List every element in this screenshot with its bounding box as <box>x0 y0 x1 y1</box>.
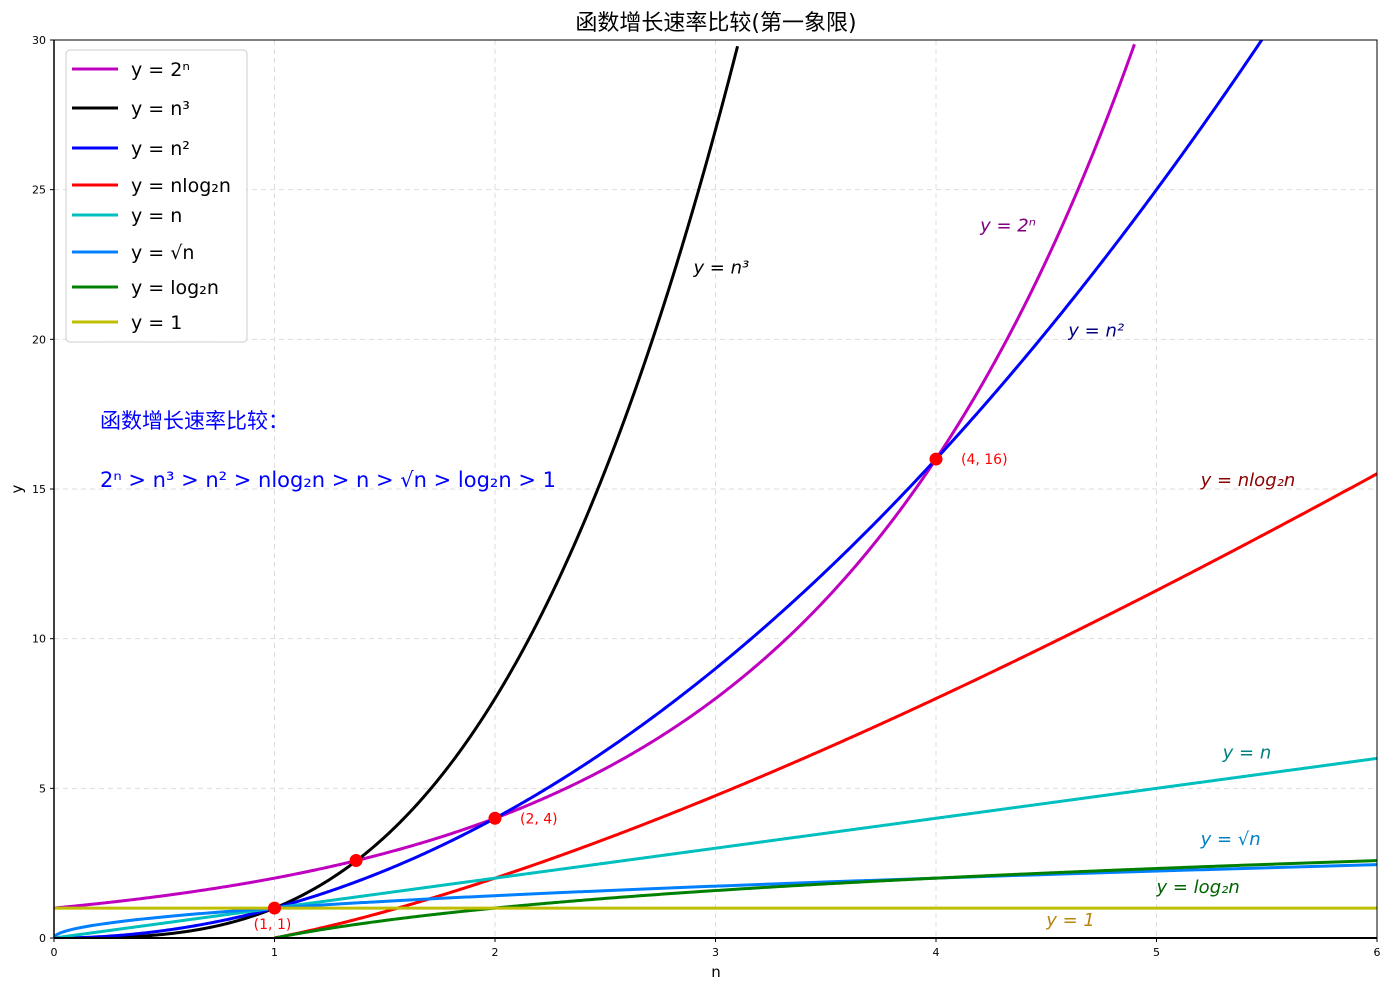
point-label: (4, 16) <box>961 452 1008 468</box>
series-line-log <box>274 859 1377 938</box>
series-line-exp2 <box>54 43 1136 910</box>
legend-box <box>65 49 248 343</box>
point-label: (2, 4) <box>520 811 558 827</box>
y-tick-label: 30 <box>32 34 46 47</box>
series-line-cube <box>54 45 740 938</box>
x-axis-label: n <box>711 963 721 981</box>
intersection-point <box>929 452 943 466</box>
curve-label: y = √n <box>1200 829 1261 850</box>
series-line-square <box>54 40 1264 938</box>
x-tick-label: 6 <box>1374 946 1381 959</box>
series-line-nlogn <box>274 472 1377 938</box>
intersection-point <box>268 901 281 915</box>
legend-label-const: y = 1 <box>131 312 182 334</box>
y-axis-label: y <box>8 484 26 493</box>
intersection-point <box>488 811 502 825</box>
curve-label: y = 1 <box>1045 910 1095 931</box>
annotation-heading: 函数增长速率比较： <box>100 409 289 433</box>
y-tick-label: 15 <box>32 483 46 496</box>
curve-label: y = n³ <box>692 257 749 278</box>
series-line-sqrt <box>54 863 1377 938</box>
grid-lines <box>54 40 1377 938</box>
curve-labels: y = n³ y = 2ⁿ y = n² y = nlog₂n y = n y = √n y… <box>692 216 1295 931</box>
intersection-point <box>349 853 363 867</box>
curve-label: y = n <box>1222 742 1272 763</box>
x-tick-label: 5 <box>1153 946 1160 959</box>
curve-label: y = n² <box>1067 320 1124 341</box>
chart-title: 函数增长速率比较(第一象限) <box>575 11 856 36</box>
legend-label-cube: y = n³ <box>131 98 190 120</box>
highlight-points: (1, 1) (2, 4) (4, 16) <box>254 452 1008 933</box>
point-label: (1, 1) <box>254 917 292 933</box>
y-tick-label: 20 <box>32 333 46 346</box>
y-tick-label: 25 <box>32 184 46 197</box>
annotation-inequality: 2ⁿ > n³ > n² > nlog₂n > n > √n > log₂n >… <box>100 468 556 492</box>
curve-label: y = log₂n <box>1156 877 1240 898</box>
legend-label-linear: y = n <box>131 205 182 227</box>
x-tick-label: 0 <box>51 946 58 959</box>
x-tick-label: 1 <box>271 946 278 959</box>
legend-label-sqrt: y = √n <box>131 242 194 264</box>
legend-label-exp2: y = 2ⁿ <box>131 59 190 81</box>
legend-label-nlogn: y = nlog₂n <box>131 175 231 197</box>
legend-label-log: y = log₂n <box>131 277 219 299</box>
x-tick-label: 2 <box>492 946 499 959</box>
legend: y = 2ⁿ y = n³ y = n² y = nlog₂n y = n y = √n y… <box>65 49 248 343</box>
curve-label: y = nlog₂n <box>1200 470 1296 491</box>
x-tick-label: 4 <box>933 946 940 959</box>
tick-labels: 0 1 2 3 4 5 6 0 5 10 15 20 25 30 <box>32 34 1381 959</box>
x-tick-label: 3 <box>712 946 719 959</box>
y-tick-label: 10 <box>32 633 46 646</box>
y-tick-label: 0 <box>39 932 46 945</box>
legend-label-square: y = n² <box>131 138 190 160</box>
y-tick-label: 5 <box>39 782 46 795</box>
curve-label: y = 2ⁿ <box>979 216 1036 237</box>
